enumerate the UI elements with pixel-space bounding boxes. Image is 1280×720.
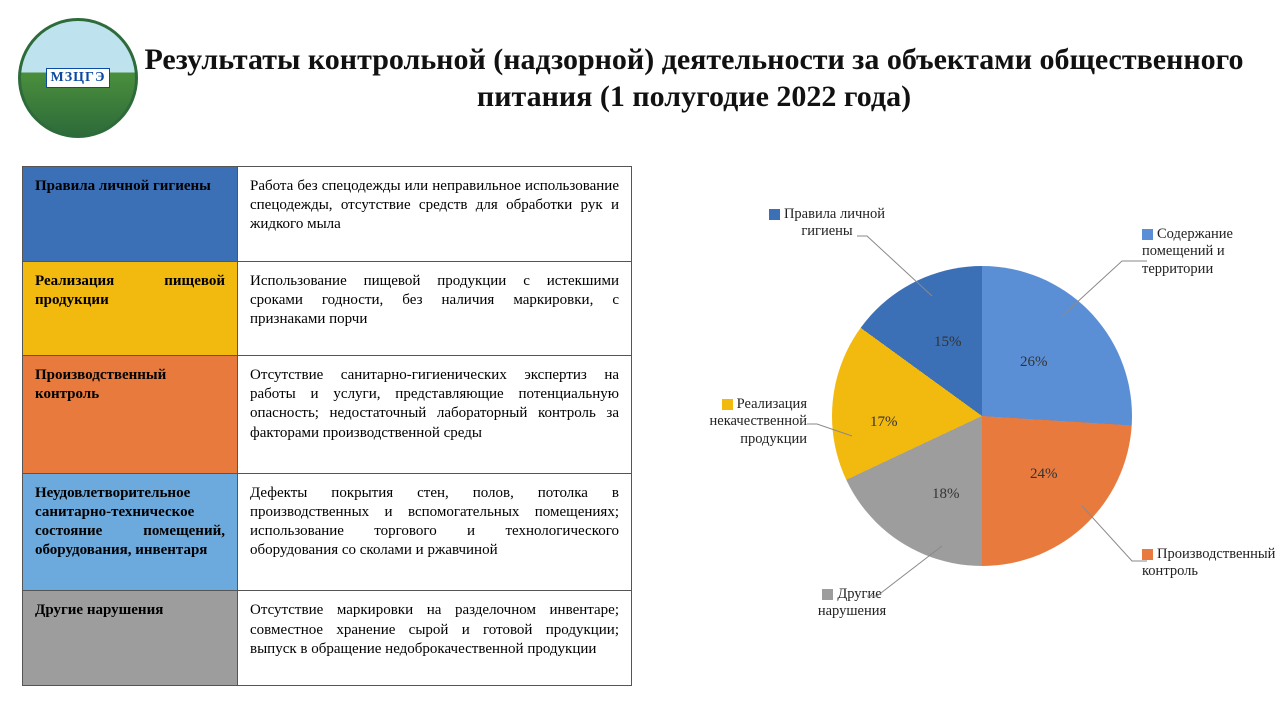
callout-hygiene: Правила личной гигиены (752, 206, 902, 241)
pct-hygiene: 15% (934, 334, 962, 351)
callout-premises: Содержание помещений и территории (1142, 226, 1280, 278)
pct-premises: 26% (1020, 354, 1048, 371)
table-category: Правила личной гигиены (23, 167, 238, 262)
pie-chart: 26% 24% 18% 17% 15% Содержание помещений… (642, 166, 1258, 686)
org-logo: МЗЦГЭ (18, 18, 138, 138)
callout-prodcontrol: Производственный контроль (1142, 546, 1280, 581)
logo-abbrev: МЗЦГЭ (46, 68, 111, 88)
pct-other: 18% (932, 486, 960, 503)
table-category: Неудовлетворительное санитарно-техническ… (23, 473, 238, 591)
pct-realiz: 17% (870, 414, 898, 431)
pct-prodcontrol: 24% (1030, 466, 1058, 483)
callout-other: Другие нарушения (792, 586, 912, 621)
table-description: Отсутствие санитарно-гигиенических экспе… (238, 356, 632, 474)
page-title: Результаты контрольной (надзорной) деяте… (138, 41, 1250, 116)
table-category: Производственный контроль (23, 356, 238, 474)
table-description: Работа без спецодежды или неправильное и… (238, 167, 632, 262)
table-category: Другие нарушения (23, 591, 238, 686)
violations-table: Правила личной гигиеныРабота без спецоде… (22, 166, 632, 686)
callout-realiz: Реализация некачественной продукции (667, 396, 807, 448)
table-description: Использование пищевой продукции с истекш… (238, 261, 632, 356)
table-category: Реализация пищевой продукции (23, 261, 238, 356)
table-description: Отсутствие маркировки на разделочном инв… (238, 591, 632, 686)
table-description: Дефекты покрытия стен, полов, потолка в … (238, 473, 632, 591)
